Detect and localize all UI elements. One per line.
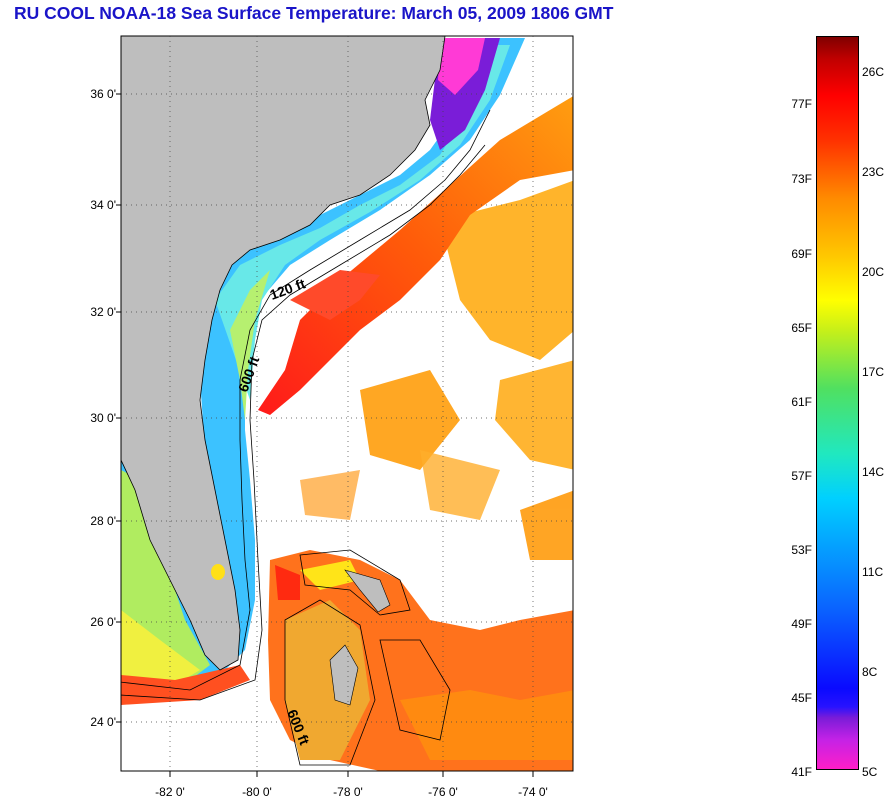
colorbar-c-label: 17C	[862, 365, 885, 379]
land-andros	[329, 644, 359, 706]
lat-label: 28 0'	[90, 514, 116, 528]
colorbar-c-label: 8C	[862, 665, 878, 679]
colorbar-f-label: 69F	[791, 247, 812, 261]
page-title: RU COOL NOAA-18 Sea Surface Temperature:…	[14, 3, 614, 23]
land-grand-bahama	[344, 569, 391, 613]
lon-label: -76 0'	[428, 785, 458, 799]
offshore-sst-patches	[300, 180, 573, 560]
lat-label: 36 0'	[90, 87, 116, 101]
lat-label: 26 0'	[90, 615, 116, 629]
lat-label: 32 0'	[90, 305, 116, 319]
colorbar	[816, 36, 859, 770]
colorbar-f-label: 45F	[791, 691, 812, 705]
lat-label: 30 0'	[90, 411, 116, 425]
colorbar-c-label: 14C	[862, 465, 885, 479]
lat-label: 24 0'	[90, 715, 116, 729]
colorbar-f-label: 53F	[791, 543, 812, 557]
colorbar-f-label: 49F	[791, 617, 812, 631]
colorbar-c-label: 23C	[862, 165, 885, 179]
lon-label: -80 0'	[242, 785, 272, 799]
lon-label: -78 0'	[333, 785, 363, 799]
colorbar-c-label: 26C	[862, 65, 885, 79]
axis-ticks	[116, 93, 534, 777]
colorbar-f-label: 41F	[791, 765, 812, 779]
lon-label: -74 0'	[518, 785, 548, 799]
lat-label: 34 0'	[90, 198, 116, 212]
gulf-stream	[258, 96, 573, 415]
colorbar-c-label: 5C	[862, 765, 878, 779]
colorbar-f-label: 65F	[791, 321, 812, 335]
map-frame	[120, 35, 574, 772]
isobath-lines	[121, 109, 491, 766]
colorbar-c-label: 20C	[862, 265, 885, 279]
colorbar-f-label: 57F	[791, 469, 812, 483]
colorbar-f-label: 77F	[791, 97, 812, 111]
colorbar-f-label: 73F	[791, 172, 812, 186]
colorbar-f-label: 61F	[791, 395, 812, 409]
colorbar-c-label: 11C	[862, 565, 884, 579]
grid-lines	[121, 36, 573, 771]
lon-label: -82 0'	[155, 785, 185, 799]
lake-okeechobee	[211, 564, 225, 580]
land-us-coast	[121, 36, 446, 671]
